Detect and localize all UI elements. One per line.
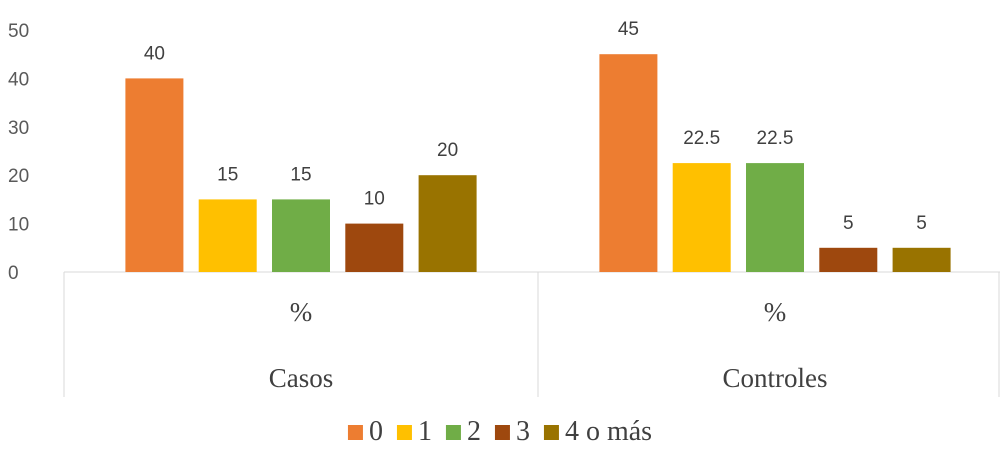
legend-swatch	[446, 425, 461, 440]
category-label: Casos	[269, 363, 334, 393]
legend-label: 4 o más	[565, 416, 652, 447]
bar-2-casos	[272, 199, 330, 272]
legend-label: 2	[467, 416, 481, 447]
data-label: 5	[916, 213, 927, 234]
data-label: 45	[618, 19, 639, 40]
bar-1-casos	[199, 199, 257, 272]
bar-1-controles	[673, 163, 731, 272]
data-label: 10	[364, 189, 385, 210]
bar-4-o-más-controles	[893, 248, 951, 272]
y-tick-label: 20	[8, 166, 29, 187]
y-tick-label: 0	[8, 263, 19, 284]
y-tick-label: 30	[8, 118, 29, 139]
category-label: Controles	[723, 363, 828, 393]
legend-label: 1	[418, 416, 432, 447]
data-label: 15	[217, 164, 238, 185]
data-label: 40	[144, 43, 165, 64]
bar-3-casos	[345, 224, 403, 272]
y-tick-label: 50	[8, 21, 29, 42]
bar-3-controles	[819, 248, 877, 272]
bar-0-controles	[599, 54, 657, 272]
legend-label: 3	[516, 416, 530, 447]
y-tick-label: 10	[8, 215, 29, 236]
y-tick-label: 40	[8, 69, 29, 90]
legend-label: 0	[369, 416, 383, 447]
legend-swatch	[544, 425, 559, 440]
data-label: 5	[843, 213, 854, 234]
legend-swatch	[397, 425, 412, 440]
bar-2-controles	[746, 163, 804, 272]
legend-swatch	[495, 425, 510, 440]
data-label: 15	[290, 164, 311, 185]
data-label: 22.5	[757, 128, 794, 149]
sub-category-label: %	[764, 297, 787, 327]
legend-swatch	[348, 425, 363, 440]
data-label: 20	[437, 140, 458, 161]
data-label: 22.5	[683, 128, 720, 149]
sub-category-label: %	[290, 297, 313, 327]
bar-0-casos	[125, 78, 183, 272]
bar-4-o-más-casos	[419, 175, 477, 272]
